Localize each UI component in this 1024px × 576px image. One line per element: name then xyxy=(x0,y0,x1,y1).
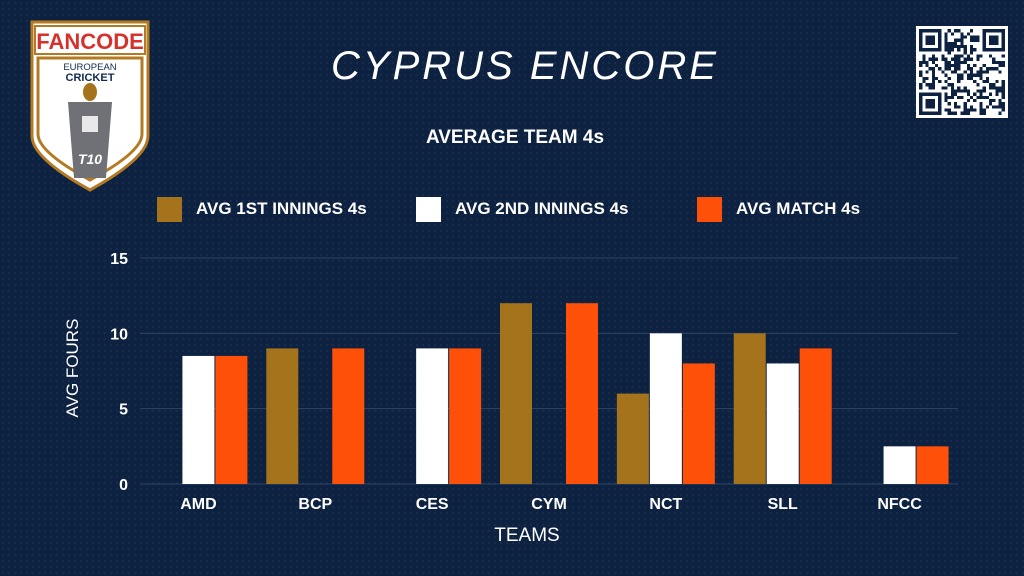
logo-brand-text: FANCODE xyxy=(36,29,144,54)
legend-swatch-1st-innings xyxy=(157,196,182,222)
x-axis-title: TEAMS xyxy=(494,525,559,546)
logo-badge-text: T10 xyxy=(78,151,102,167)
legend-swatch-match xyxy=(697,196,722,222)
legend-label-1st-innings: AVG 1ST INNINGS 4s xyxy=(196,199,367,218)
bar-sll-series-1 xyxy=(733,333,766,484)
bar-bcp-series-1 xyxy=(266,348,299,484)
legend-label-2nd-innings: AVG 2ND INNINGS 4s xyxy=(455,199,629,218)
bar-sll-series-2 xyxy=(766,363,799,484)
bar-amd-series-2 xyxy=(182,355,215,484)
x-tick-label: AMD xyxy=(180,496,216,513)
bar-nct-series-1 xyxy=(616,393,649,484)
y-tick-label: 10 xyxy=(110,326,128,343)
bar-nfcc-series-2 xyxy=(883,446,916,484)
y-tick-label: 5 xyxy=(119,402,128,419)
bar-ces-series-2 xyxy=(416,348,449,484)
legend-item-2nd-innings: AVG 2ND INNINGS 4s xyxy=(416,194,629,224)
bar-nct-series-2 xyxy=(649,333,682,484)
bar-amd-series-3 xyxy=(215,355,248,484)
bar-sll-series-3 xyxy=(799,348,832,484)
chart-title: AVERAGE TEAM 4s xyxy=(425,127,605,148)
y-tick-label: 15 xyxy=(110,251,128,268)
x-tick-label: CES xyxy=(416,496,449,513)
legend-label-match: AVG MATCH 4s xyxy=(736,199,861,218)
legend-item-match: AVG MATCH 4s xyxy=(697,194,860,224)
bar-nfcc-series-3 xyxy=(916,446,949,484)
x-tick-label: SLL xyxy=(768,496,798,513)
page-title: CYPRUS ENCORE xyxy=(331,44,719,88)
bar-bcp-series-3 xyxy=(332,348,365,484)
bar-ces-series-3 xyxy=(449,348,482,484)
x-tick-label: NCT xyxy=(649,496,682,513)
y-axis-title: AVG FOURS xyxy=(63,319,82,418)
logo-line1-text: EUROPEAN xyxy=(63,62,116,73)
legend-swatch-2nd-innings xyxy=(416,196,441,222)
fancode-european-cricket-t10-logo: FANCODE EUROPEAN CRICKET T10 xyxy=(30,20,150,192)
x-tick-label: NFCC xyxy=(877,496,922,513)
bar-cym-series-1 xyxy=(500,303,532,484)
qr-code[interactable] xyxy=(916,26,1008,118)
y-tick-label: 0 xyxy=(119,477,128,494)
logo-line2-text: CRICKET xyxy=(66,72,115,84)
x-tick-label: BCP xyxy=(298,496,332,513)
legend-item-1st-innings: AVG 1ST INNINGS 4s xyxy=(157,194,367,224)
x-tick-label: CYM xyxy=(531,496,567,513)
bar-cym-series-3 xyxy=(566,303,598,484)
bar-nct-series-3 xyxy=(682,363,715,484)
